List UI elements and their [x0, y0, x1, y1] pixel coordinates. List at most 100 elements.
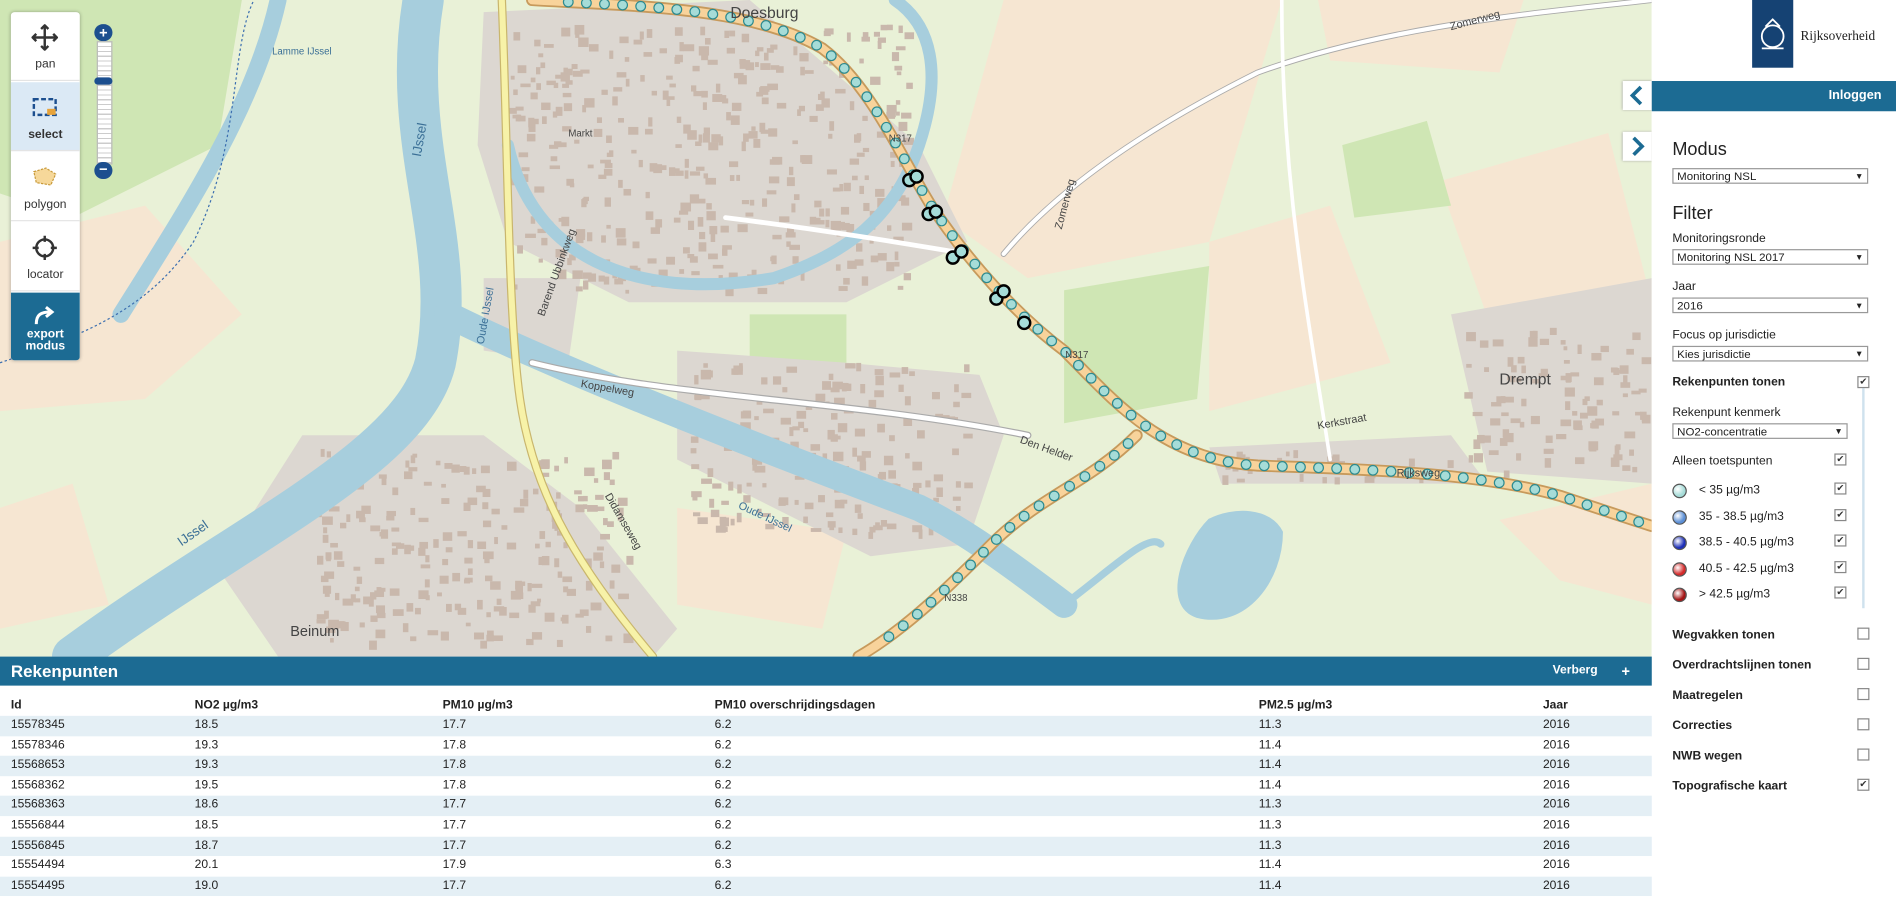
building [772, 158, 781, 164]
building [514, 592, 524, 600]
building [1447, 460, 1454, 469]
building [1560, 419, 1572, 427]
building [574, 139, 580, 144]
building [378, 474, 387, 479]
checkbox[interactable] [1857, 748, 1870, 761]
building [601, 235, 606, 243]
building [451, 464, 460, 473]
checkbox[interactable]: ✔ [1834, 560, 1847, 573]
select[interactable]: NO2-concentratie [1672, 423, 1848, 440]
login-button[interactable]: Inloggen [1828, 88, 1882, 103]
hide-button[interactable]: Verberg [1552, 663, 1598, 678]
add-button[interactable]: + [1621, 662, 1631, 680]
zoom-slider[interactable]: + − [94, 24, 113, 179]
checkbox[interactable]: ✔ [1834, 508, 1847, 521]
building [675, 144, 682, 148]
select[interactable]: 2016 [1672, 297, 1869, 314]
calc-point [725, 11, 737, 23]
building [595, 494, 604, 500]
building [901, 112, 912, 119]
building [515, 114, 521, 122]
table-row[interactable]: 15556844 18.5 17.7 6.2 11.3 2016 [0, 816, 1652, 837]
toolbar: pan select polygon locator export modus [10, 12, 80, 361]
tool-pan[interactable]: pan [10, 12, 80, 82]
checkbox[interactable]: ✔ [1834, 586, 1847, 599]
table-row[interactable]: 15568653 19.3 17.8 6.2 11.4 2016 [0, 755, 1652, 777]
building [1322, 477, 1327, 484]
tool-polygon[interactable]: polygon [10, 152, 80, 222]
building [604, 163, 613, 168]
building [633, 39, 643, 45]
building [541, 459, 550, 468]
checkbox[interactable]: ✔ [1834, 534, 1847, 547]
building [823, 60, 829, 65]
checkbox[interactable]: ✔ [1834, 482, 1847, 495]
building [587, 232, 593, 242]
table-row[interactable]: 15556845 18.7 17.7 6.2 11.3 2016 [0, 836, 1652, 857]
building [418, 517, 429, 523]
building [549, 144, 559, 149]
table-cell: 17.7 [442, 718, 467, 732]
building [715, 83, 721, 93]
building [439, 575, 449, 584]
building [562, 614, 569, 624]
calc-point [689, 6, 701, 18]
field-label: Rekenpunt kenmerk [1672, 406, 1781, 420]
building [1577, 344, 1582, 354]
building [363, 596, 373, 605]
tool-locator[interactable]: locator [10, 222, 80, 292]
building [738, 75, 747, 85]
section-title: Modus [1672, 139, 1727, 160]
table-row[interactable]: 15568362 19.5 17.8 6.2 11.4 2016 [0, 776, 1652, 797]
table-row[interactable]: 15554495 19.0 17.7 6.2 11.4 2016 [0, 876, 1652, 897]
checkbox[interactable]: ✔ [1857, 778, 1870, 791]
checkbox[interactable] [1857, 657, 1870, 670]
calc-point [890, 137, 901, 149]
building [804, 70, 814, 74]
table-cell: 15554495 [10, 878, 65, 893]
building [596, 546, 604, 551]
building [375, 629, 386, 639]
checkbox[interactable] [1857, 688, 1870, 701]
building [708, 142, 719, 151]
building [463, 466, 470, 475]
building [676, 116, 682, 123]
select[interactable]: Kies jurisdictie [1672, 345, 1869, 363]
table-row[interactable]: 15578345 18.5 17.7 6.2 11.3 2016 [0, 715, 1652, 736]
checkbox[interactable] [1857, 718, 1870, 731]
building [538, 472, 550, 477]
building [894, 65, 903, 71]
select[interactable]: Monitoring NSL [1672, 168, 1869, 185]
calc-point [1111, 397, 1123, 409]
table-row[interactable]: 15568363 18.6 17.7 6.2 11.3 2016 [0, 796, 1652, 817]
collapse-button[interactable] [1622, 81, 1652, 111]
building [760, 63, 771, 70]
table-cell: 2016 [1542, 738, 1570, 752]
checkbox[interactable]: ✔ [1857, 376, 1870, 389]
table-row[interactable]: 15554494 20.1 17.9 6.3 11.4 2016 [0, 856, 1652, 877]
building [316, 614, 328, 620]
legend-label: > 42.5 µg/m3 [1698, 587, 1771, 601]
building [532, 488, 539, 495]
building [710, 232, 716, 242]
building [749, 199, 755, 206]
table-row[interactable]: 15578346 19.3 17.8 6.2 11.4 2016 [0, 735, 1652, 756]
tool-select[interactable]: select [10, 82, 80, 152]
building [606, 224, 611, 229]
building [788, 166, 794, 176]
checkbox[interactable]: ✔ [1834, 453, 1847, 466]
building [905, 453, 910, 459]
building [463, 502, 471, 512]
select[interactable]: Monitoring NSL 2017 [1672, 249, 1869, 266]
building [482, 551, 494, 560]
calc-point [599, 0, 610, 10]
expand-button[interactable] [1622, 131, 1652, 161]
calc-point [1018, 510, 1030, 522]
building [370, 592, 377, 600]
checkbox[interactable] [1857, 627, 1870, 640]
building [323, 527, 328, 534]
map[interactable]: Doesburg Drempt Beinum N317 N317 N338 IJssel IJ… [0, 0, 1652, 657]
building [326, 451, 331, 458]
building [563, 103, 573, 112]
tool-export[interactable]: export modus [10, 292, 80, 361]
